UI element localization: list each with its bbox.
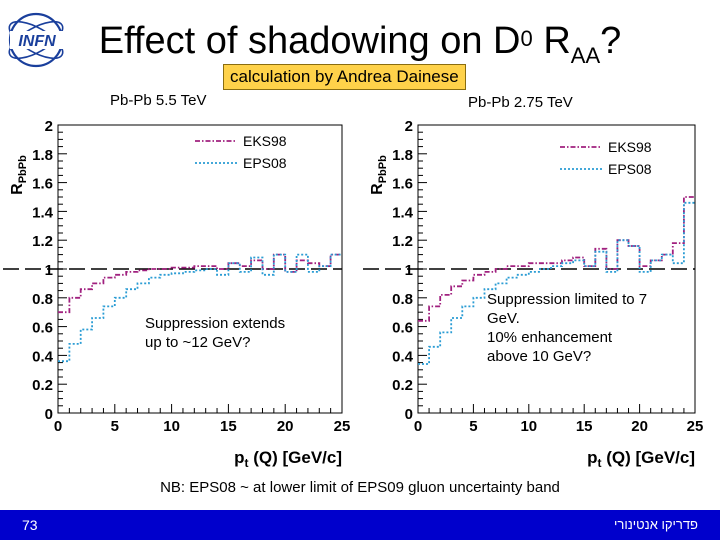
y-axis-label: RPbPb bbox=[369, 155, 389, 195]
y-tick-label: 0.8 bbox=[392, 291, 413, 308]
x-axis-label: pt (Q) [GeV/c] bbox=[587, 448, 695, 470]
y-tick-label: 0.4 bbox=[32, 348, 54, 365]
y-tick-label: 1.6 bbox=[32, 176, 53, 193]
panel-label-right: Pb-Pb 2.75 TeV bbox=[468, 94, 573, 111]
chart-left: 00.20.40.60.811.21.41.61.820 5 10 15 20 25EKS… bbox=[3, 118, 351, 470]
y-tick-label: 0.6 bbox=[32, 320, 53, 337]
y-tick-label: 1.2 bbox=[392, 233, 413, 250]
infn-logo: INFN bbox=[8, 12, 64, 68]
series-eps08-line bbox=[418, 201, 695, 365]
chart-right: 00.20.40.60.811.21.41.61.820 5 10 15 20 25EKS… bbox=[363, 118, 704, 470]
calculation-credit: calculation by Andrea Dainese bbox=[223, 64, 466, 90]
series-eps08-line bbox=[58, 253, 342, 363]
x-tick-label: 5 bbox=[469, 418, 477, 435]
y-tick-label: 1.8 bbox=[392, 147, 413, 164]
y-tick-label: 2 bbox=[45, 118, 53, 135]
y-tick-label: 1.4 bbox=[32, 204, 54, 221]
x-tick-label: 10 bbox=[520, 418, 537, 435]
y-tick-label: 2 bbox=[405, 118, 413, 135]
x-tick-label: 5 bbox=[111, 418, 119, 435]
x-tick-label: 0 bbox=[414, 418, 422, 435]
y-tick-label: 1 bbox=[45, 262, 53, 279]
series-eks98-line bbox=[418, 196, 695, 322]
y-tick-label: 1.6 bbox=[392, 176, 413, 193]
annotation-right: Suppression limited to 7 GeV. 10% enhanc… bbox=[487, 290, 647, 366]
y-tick-label: 1.4 bbox=[392, 204, 414, 221]
series-eks98-line bbox=[58, 253, 342, 314]
infn-logo-text: INFN bbox=[18, 33, 56, 50]
x-tick-label: 15 bbox=[576, 418, 593, 435]
y-axis-label: RPbPb bbox=[9, 155, 29, 195]
panel-label-left: Pb-Pb 5.5 TeV bbox=[110, 92, 207, 109]
footer-author: פדריקו אנטינורי bbox=[614, 517, 698, 532]
y-tick-label: 0 bbox=[45, 406, 53, 423]
legend-label: EPS08 bbox=[243, 155, 287, 171]
x-tick-label: 20 bbox=[277, 418, 294, 435]
footnote: NB: EPS08 ~ at lower limit of EPS09 gluo… bbox=[160, 479, 560, 496]
legend-label: EPS08 bbox=[608, 161, 652, 177]
slide-number: 73 bbox=[22, 517, 38, 533]
y-tick-label: 0.4 bbox=[392, 348, 414, 365]
y-tick-label: 1.8 bbox=[32, 147, 53, 164]
annotation-line: Suppression extends bbox=[145, 315, 286, 332]
y-tick-label: 0.2 bbox=[32, 377, 53, 394]
annotation-line: above 10 GeV? bbox=[487, 348, 592, 365]
legend-label: EKS98 bbox=[243, 133, 287, 149]
y-tick-label: 0.2 bbox=[392, 377, 413, 394]
annotation-line: GeV. bbox=[487, 310, 520, 327]
y-tick-label: 0.8 bbox=[32, 291, 53, 308]
x-tick-label: 10 bbox=[163, 418, 180, 435]
y-tick-label: 0 bbox=[405, 406, 413, 423]
annotation-line: 10% enhancement bbox=[487, 329, 613, 346]
x-tick-label: 15 bbox=[220, 418, 237, 435]
y-tick-label: 0.6 bbox=[392, 320, 413, 337]
x-axis-label: pt (Q) [GeV/c] bbox=[234, 448, 342, 470]
annotation-left: Suppression extends up to ~12 GeV? bbox=[145, 314, 285, 352]
x-tick-label: 25 bbox=[687, 418, 704, 435]
x-tick-label: 25 bbox=[334, 418, 351, 435]
slide-title: Effect of shadowing on D0 RAA? bbox=[98, 20, 622, 68]
footer-bar bbox=[0, 510, 720, 540]
x-tick-label: 0 bbox=[54, 418, 62, 435]
y-tick-label: 1.2 bbox=[32, 233, 53, 250]
annotation-line: up to ~12 GeV? bbox=[145, 334, 251, 351]
y-tick-label: 1 bbox=[405, 262, 413, 279]
annotation-line: Suppression limited to 7 bbox=[487, 291, 648, 308]
x-tick-label: 20 bbox=[631, 418, 648, 435]
legend-label: EKS98 bbox=[608, 139, 652, 155]
